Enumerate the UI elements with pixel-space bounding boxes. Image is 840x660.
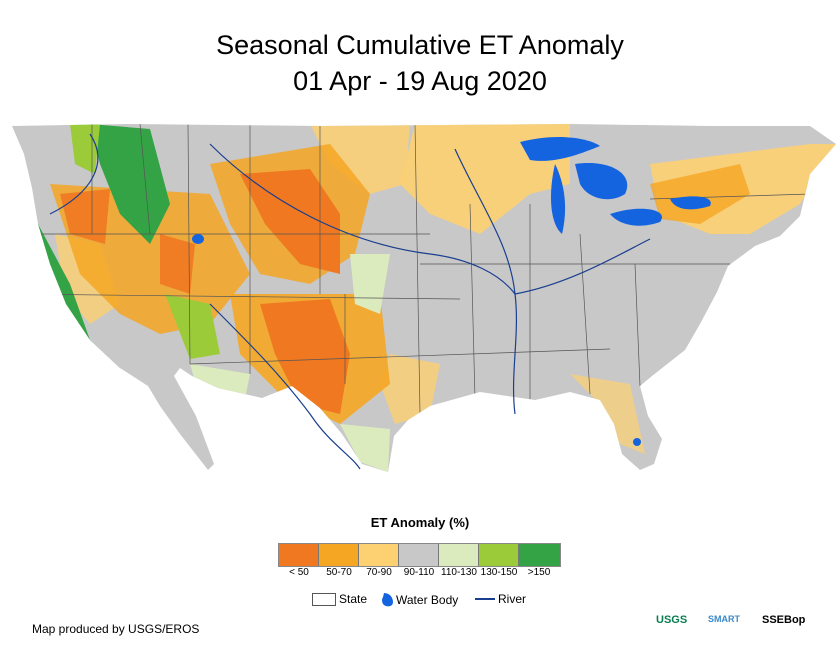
legend-swatch bbox=[439, 544, 479, 566]
river-key-label: River bbox=[498, 592, 527, 606]
ssebop-logo: SSEBop bbox=[762, 614, 806, 626]
legend-class-label: 130-150 bbox=[480, 567, 518, 578]
rivers bbox=[49, 133, 651, 470]
river-line-icon bbox=[475, 598, 495, 600]
legend-class-label: 70-90 bbox=[366, 567, 392, 578]
legend-color-ramp bbox=[278, 543, 561, 567]
conus-et-anomaly-map bbox=[12, 124, 836, 472]
legend-title: ET Anomaly (%) bbox=[370, 515, 470, 530]
legend-class-label: 90-110 bbox=[403, 567, 435, 578]
legend-swatch bbox=[519, 544, 560, 566]
smart-logo: SMART bbox=[708, 614, 740, 624]
map-date-range: 01 Apr - 19 Aug 2020 bbox=[293, 66, 547, 96]
legend-swatch bbox=[479, 544, 519, 566]
legend-state-key: State bbox=[312, 592, 367, 606]
water-body-icon bbox=[382, 593, 393, 607]
water-key-label: Water Body bbox=[396, 593, 459, 607]
usgs-logo: USGS bbox=[656, 614, 688, 626]
legend-river-key: River bbox=[475, 592, 526, 606]
state-key-label: State bbox=[339, 592, 368, 606]
water-bodies bbox=[192, 137, 711, 446]
legend-swatch bbox=[319, 544, 359, 566]
legend-class-label: 110-130 bbox=[441, 567, 477, 578]
legend-class-label: < 50 bbox=[289, 567, 309, 578]
map-title: Seasonal Cumulative ET Anomaly bbox=[216, 30, 624, 60]
legend-swatch bbox=[399, 544, 439, 566]
map-credit: Map produced by USGS/EROS bbox=[32, 622, 200, 636]
legend-water-key: Water Body bbox=[380, 592, 458, 608]
legend-swatch bbox=[359, 544, 399, 566]
legend-class-label: 50-70 bbox=[326, 567, 352, 578]
legend-swatch bbox=[279, 544, 319, 566]
state-swatch bbox=[312, 592, 336, 606]
legend-class-label: >150 bbox=[527, 567, 551, 578]
state-boundaries bbox=[12, 124, 811, 415]
